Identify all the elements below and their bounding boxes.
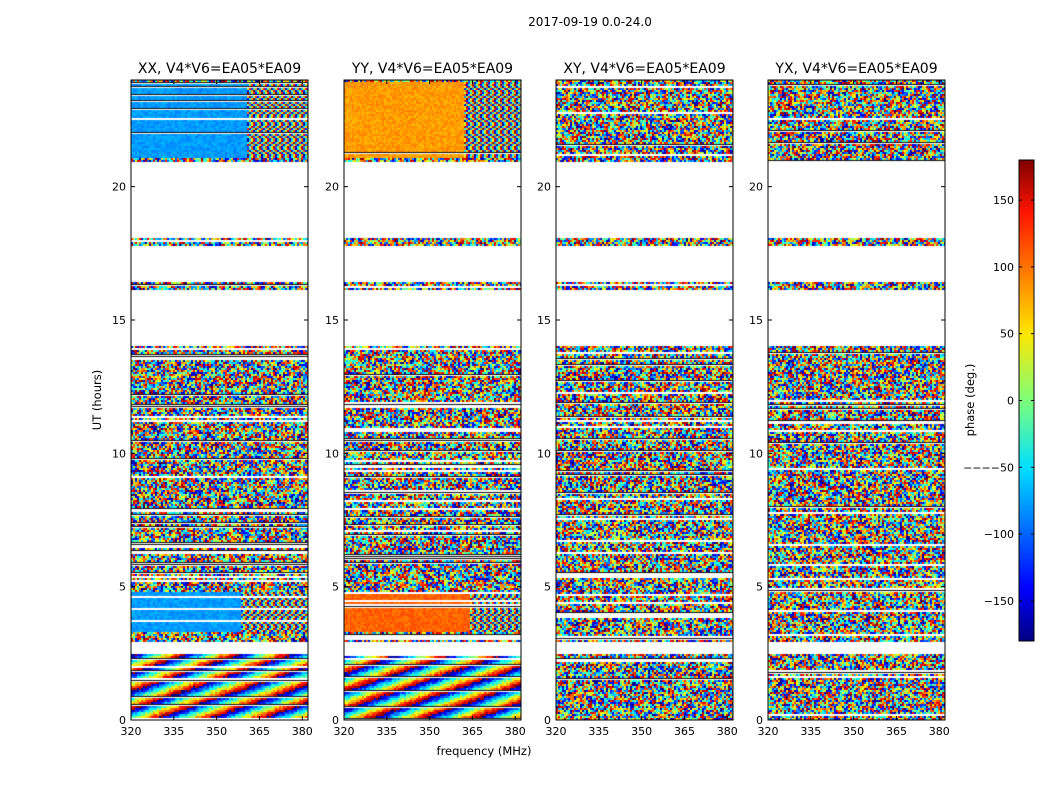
phase-heatmap — [344, 80, 521, 720]
x-tick-label: 320 — [546, 725, 567, 738]
colorbar-tick-label: 150 — [993, 194, 1014, 207]
panels: XX, V4*V6=EA05*EA09 320 335 350 365 380 0 5 10 15… — [112, 61, 950, 738]
panel-2: YY, V4*V6=EA05*EA09 320 335 350 365 380 0 5 10 15… — [325, 61, 526, 738]
panel-title: YY, V4*V6=EA05*EA09 — [351, 61, 513, 77]
x-tick-label: 365 — [674, 725, 695, 738]
y-tick-label: 0 — [544, 714, 551, 727]
y-tick-label: 10 — [749, 447, 763, 460]
figure-title: 2017-09-19 0.0-24.0 — [528, 15, 652, 29]
y-tick-label: 5 — [332, 581, 339, 594]
y-tick-label: 20 — [112, 181, 126, 194]
x-tick-label: 320 — [121, 725, 142, 738]
phase-heatmap-canvas — [344, 80, 521, 720]
axes-frame — [767, 79, 946, 721]
x-tick-label: 380 — [292, 725, 313, 738]
x-tick-label: 350 — [419, 725, 440, 738]
axes-frame — [130, 79, 309, 721]
y-tick-label: 15 — [537, 314, 551, 327]
y-tick-label: 10 — [537, 447, 551, 460]
phase-heatmap — [556, 80, 733, 720]
panel-4: YX, V4*V6=EA05*EA09 320 335 350 365 380 0 5 10 15… — [749, 61, 950, 738]
axes-frame — [343, 79, 522, 721]
y-tick-label: 0 — [756, 714, 763, 727]
panel-title: XY, V4*V6=EA05*EA09 — [563, 61, 725, 77]
y-tick-label: 15 — [325, 314, 339, 327]
y-tick-label: 15 — [112, 314, 126, 327]
phase-heatmap — [768, 80, 945, 720]
axes-frame — [555, 79, 734, 721]
colorbar-tick-label: 50 — [1000, 328, 1014, 341]
colorbar-tick-label: 0 — [1007, 395, 1014, 408]
phase-heatmap-canvas — [131, 80, 308, 720]
colorbar-tick-label: −−−−50 — [963, 461, 1014, 474]
x-tick-label: 320 — [758, 725, 779, 738]
panel-1: XX, V4*V6=EA05*EA09 320 335 350 365 380 0 5 10 15… — [112, 61, 313, 738]
x-tick-label: 365 — [249, 725, 270, 738]
y-tick-label: 10 — [112, 447, 126, 460]
x-tick-label: 350 — [843, 725, 864, 738]
y-tick-label: 20 — [537, 181, 551, 194]
y-tick-label: 5 — [756, 581, 763, 594]
y-tick-label: 10 — [325, 447, 339, 460]
y-axis-label: UT (hours) — [90, 370, 104, 430]
colorbar-tick-label: 100 — [993, 261, 1014, 274]
x-tick-label: 380 — [717, 725, 738, 738]
y-tick-label: 0 — [332, 714, 339, 727]
x-tick-label: 335 — [376, 725, 397, 738]
x-tick-label: 335 — [588, 725, 609, 738]
phase-heatmap — [131, 80, 308, 720]
colorbar-label: phase (deg.) — [963, 364, 977, 437]
x-tick-label: 335 — [163, 725, 184, 738]
panel-title: YX, V4*V6=EA05*EA09 — [774, 61, 937, 77]
x-tick-label: 365 — [462, 725, 483, 738]
phase-heatmap-canvas — [768, 80, 945, 720]
y-tick-label: 0 — [119, 714, 126, 727]
y-tick-label: 15 — [749, 314, 763, 327]
x-tick-label: 350 — [206, 725, 227, 738]
panel-3: XY, V4*V6=EA05*EA09 320 335 350 365 380 0 5 10 15… — [537, 61, 738, 738]
x-tick-label: 365 — [886, 725, 907, 738]
y-tick-label: 20 — [325, 181, 339, 194]
colorbar: phase (deg.) 150 100 50 0 −−−−50 −100 −150 — [963, 159, 1035, 642]
y-tick-label: 5 — [119, 581, 126, 594]
panel-title: XX, V4*V6=EA05*EA09 — [138, 61, 301, 77]
y-tick-label: 5 — [544, 581, 551, 594]
colorbar-tick-label: −150 — [984, 595, 1014, 608]
x-tick-label: 350 — [631, 725, 652, 738]
phase-heatmap-canvas — [556, 80, 733, 720]
x-tick-label: 380 — [929, 725, 950, 738]
colorbar-tick-label: −100 — [984, 528, 1014, 541]
x-axis-label: frequency (MHz) — [437, 744, 532, 758]
x-tick-label: 320 — [334, 725, 355, 738]
x-tick-label: 380 — [505, 725, 526, 738]
x-tick-label: 335 — [800, 725, 821, 738]
y-tick-label: 20 — [749, 181, 763, 194]
